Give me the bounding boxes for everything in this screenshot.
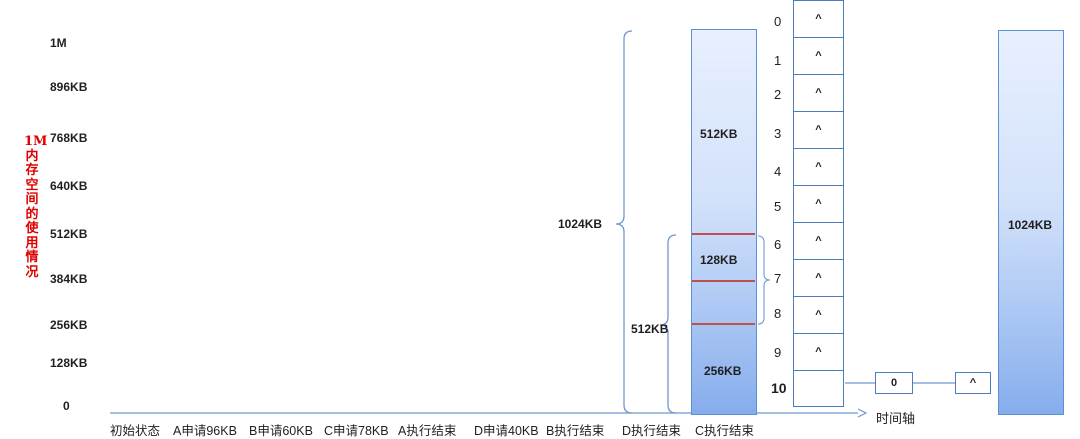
x-tick-label: D执行结束 (622, 424, 682, 438)
y-tick-label: 768KB (50, 131, 88, 145)
time-axis-arrow (857, 408, 868, 418)
inner-brace (659, 234, 677, 414)
x-tick-label: 初始状态 (110, 424, 161, 438)
free-list-cell: ^ (793, 185, 844, 223)
x-tick-label: B申请60KB (249, 424, 313, 438)
free-list-cell: ^ (793, 74, 844, 112)
free-list-cell: ^ (793, 222, 844, 260)
free-list-index: 5 (774, 199, 782, 214)
final-memory-column (998, 30, 1064, 415)
y-tick-label: 896KB (50, 80, 88, 94)
free-list-cell: ^ (793, 296, 844, 334)
x-tick-label: A申请96KB (173, 424, 237, 438)
y-tick-label: 0 (63, 399, 70, 413)
y-axis-title: 1M内存空间的使用情况 (24, 134, 48, 280)
x-tick-label: C执行结束 (695, 424, 755, 438)
chain-node: 0 (875, 372, 913, 394)
free-list-index: 8 (774, 306, 782, 321)
time-axis-label: 时间轴 (876, 411, 916, 426)
free-list-cell: ^ (793, 148, 844, 186)
split-line (692, 323, 755, 325)
free-list-cell: ^ (793, 333, 844, 371)
segment-label: 256KB (704, 364, 742, 378)
free-list-cell: ^ (793, 37, 844, 75)
free-list-cell (793, 370, 844, 407)
free-list-index: 2 (774, 87, 782, 102)
free-list-index: 10 (771, 380, 787, 396)
outer-brace-label: 1024KB (558, 217, 603, 231)
y-tick-label: 256KB (50, 318, 88, 332)
segment-label: 128KB (700, 253, 738, 267)
free-list-cell: ^ (793, 259, 844, 297)
free-list-index: 7 (774, 271, 782, 286)
chain-node: ^ (955, 372, 991, 394)
x-tick-label: C申请78KB (324, 424, 389, 438)
free-list-index: 9 (774, 345, 782, 360)
y-tick-label: 640KB (50, 179, 88, 193)
y-tick-label: 512KB (50, 227, 88, 241)
final-column-label: 1024KB (1008, 218, 1053, 232)
free-list-index: 3 (774, 126, 782, 141)
x-tick-label: D申请40KB (474, 424, 539, 438)
outer-brace (615, 30, 633, 414)
y-tick-label: 128KB (50, 356, 88, 370)
small-brace (757, 235, 771, 325)
split-line (692, 233, 755, 235)
y-tick-label: 384KB (50, 272, 88, 286)
segment-label: 512KB (700, 127, 738, 141)
inner-brace-label: 512KB (631, 322, 669, 336)
x-tick-label: A执行结束 (398, 424, 457, 438)
memory-block-column (691, 29, 757, 415)
split-line (692, 280, 755, 282)
free-list-index: 1 (774, 53, 782, 68)
free-list-cell: ^ (793, 0, 844, 38)
y-tick-label: 1M (50, 36, 67, 50)
free-list-index: 6 (774, 237, 782, 252)
free-list-index: 0 (774, 14, 782, 29)
free-list-index: 4 (774, 164, 782, 179)
free-list-cell: ^ (793, 111, 844, 149)
x-tick-label: B执行结束 (546, 424, 605, 438)
